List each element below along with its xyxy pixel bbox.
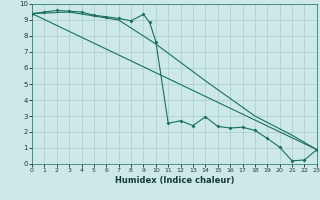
X-axis label: Humidex (Indice chaleur): Humidex (Indice chaleur): [115, 176, 234, 185]
